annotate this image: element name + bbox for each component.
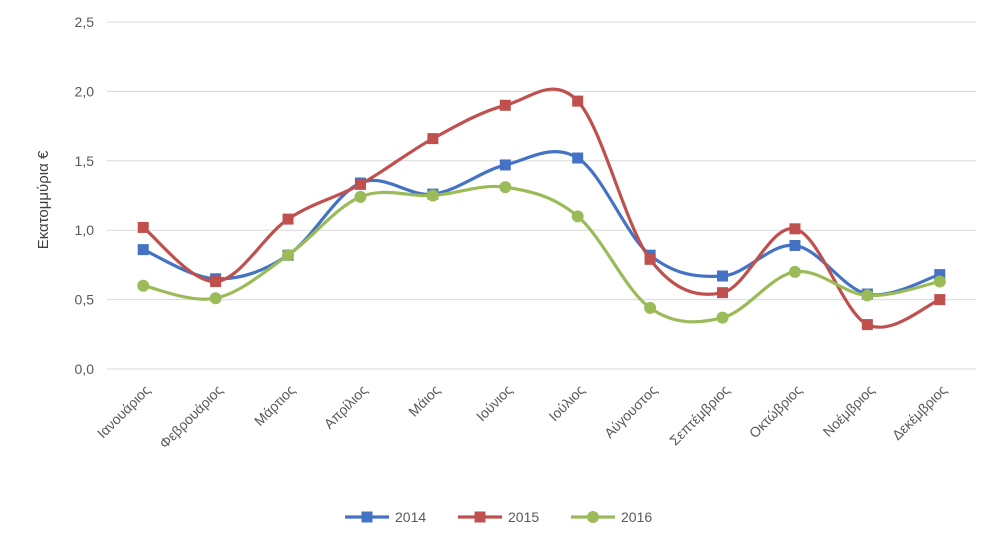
x-tick-label: Οκτώβριος: [746, 382, 805, 441]
data-point: [934, 269, 946, 281]
data-point: [427, 133, 439, 145]
legend-item-2016: 2016: [571, 509, 652, 525]
x-tick-label: Ιούνιος: [473, 382, 516, 425]
data-point: [789, 223, 801, 235]
data-point: [572, 95, 584, 107]
data-point: [572, 152, 584, 164]
data-point: [716, 311, 729, 324]
legend-marker: [474, 511, 486, 523]
y-axis-ticks: 0,0 0,5 1,0 1,5 2,0 2,5: [75, 14, 95, 377]
series-lines: [137, 87, 946, 331]
series-line: [141, 184, 942, 324]
data-point: [137, 244, 149, 256]
legend: 2014 2015 2016: [345, 509, 652, 525]
data-point: [499, 159, 511, 171]
y-tick-label: 2,0: [75, 83, 95, 99]
data-point: [499, 181, 512, 194]
data-point: [788, 265, 801, 278]
data-point: [137, 279, 150, 292]
x-axis-ticks: Ιανουάριος Φεβρουάριος Μάρτιος Απρίλιος Μάιο…: [94, 382, 950, 452]
data-point: [209, 292, 222, 305]
data-point: [644, 301, 657, 314]
data-point: [861, 319, 873, 331]
data-point: [717, 287, 729, 299]
series-2016: [137, 181, 946, 324]
legend-label: 2014: [395, 509, 426, 525]
data-point: [137, 221, 149, 233]
x-tick-label: Μάρτιος: [251, 382, 298, 429]
data-point: [426, 189, 439, 202]
x-tick-label: Μάιος: [405, 382, 443, 420]
y-tick-label: 1,5: [75, 153, 95, 169]
data-point: [717, 270, 729, 282]
y-tick-label: 1,0: [75, 222, 95, 238]
x-tick-label: Αύγουστος: [601, 382, 661, 442]
data-point: [282, 213, 294, 225]
data-point: [571, 210, 584, 223]
series-line: [141, 87, 942, 329]
legend-marker: [587, 511, 599, 523]
data-point: [210, 276, 222, 288]
x-tick-label: Δεκέμβριος: [889, 382, 950, 443]
data-point: [933, 275, 946, 288]
series-2015: [137, 87, 946, 331]
data-point: [934, 294, 946, 306]
x-tick-label: Ιούλιος: [545, 382, 588, 425]
data-point: [282, 249, 295, 262]
y-tick-label: 2,5: [75, 14, 95, 30]
legend-item-2014: 2014: [345, 509, 426, 525]
y-tick-label: 0,0: [75, 361, 95, 377]
y-tick-label: 0,5: [75, 292, 95, 308]
data-point: [789, 239, 801, 251]
legend-label: 2016: [621, 509, 652, 525]
data-point: [354, 190, 367, 203]
data-point: [499, 99, 511, 111]
x-tick-label: Νοέμβριος: [820, 382, 878, 440]
data-point: [644, 253, 656, 265]
legend-item-2015: 2015: [458, 509, 539, 525]
legend-label: 2015: [508, 509, 539, 525]
data-point: [861, 289, 874, 302]
x-tick-label: Απρίλιος: [321, 382, 371, 432]
y-axis-title: Εκατομμύρια €: [35, 150, 52, 249]
x-tick-label: Ιανουάριος: [94, 382, 154, 442]
x-tick-label: Σεπτέμβριος: [666, 382, 733, 449]
data-point: [354, 178, 366, 190]
legend-marker: [361, 511, 373, 523]
x-tick-label: Φεβρουάριος: [156, 382, 226, 452]
